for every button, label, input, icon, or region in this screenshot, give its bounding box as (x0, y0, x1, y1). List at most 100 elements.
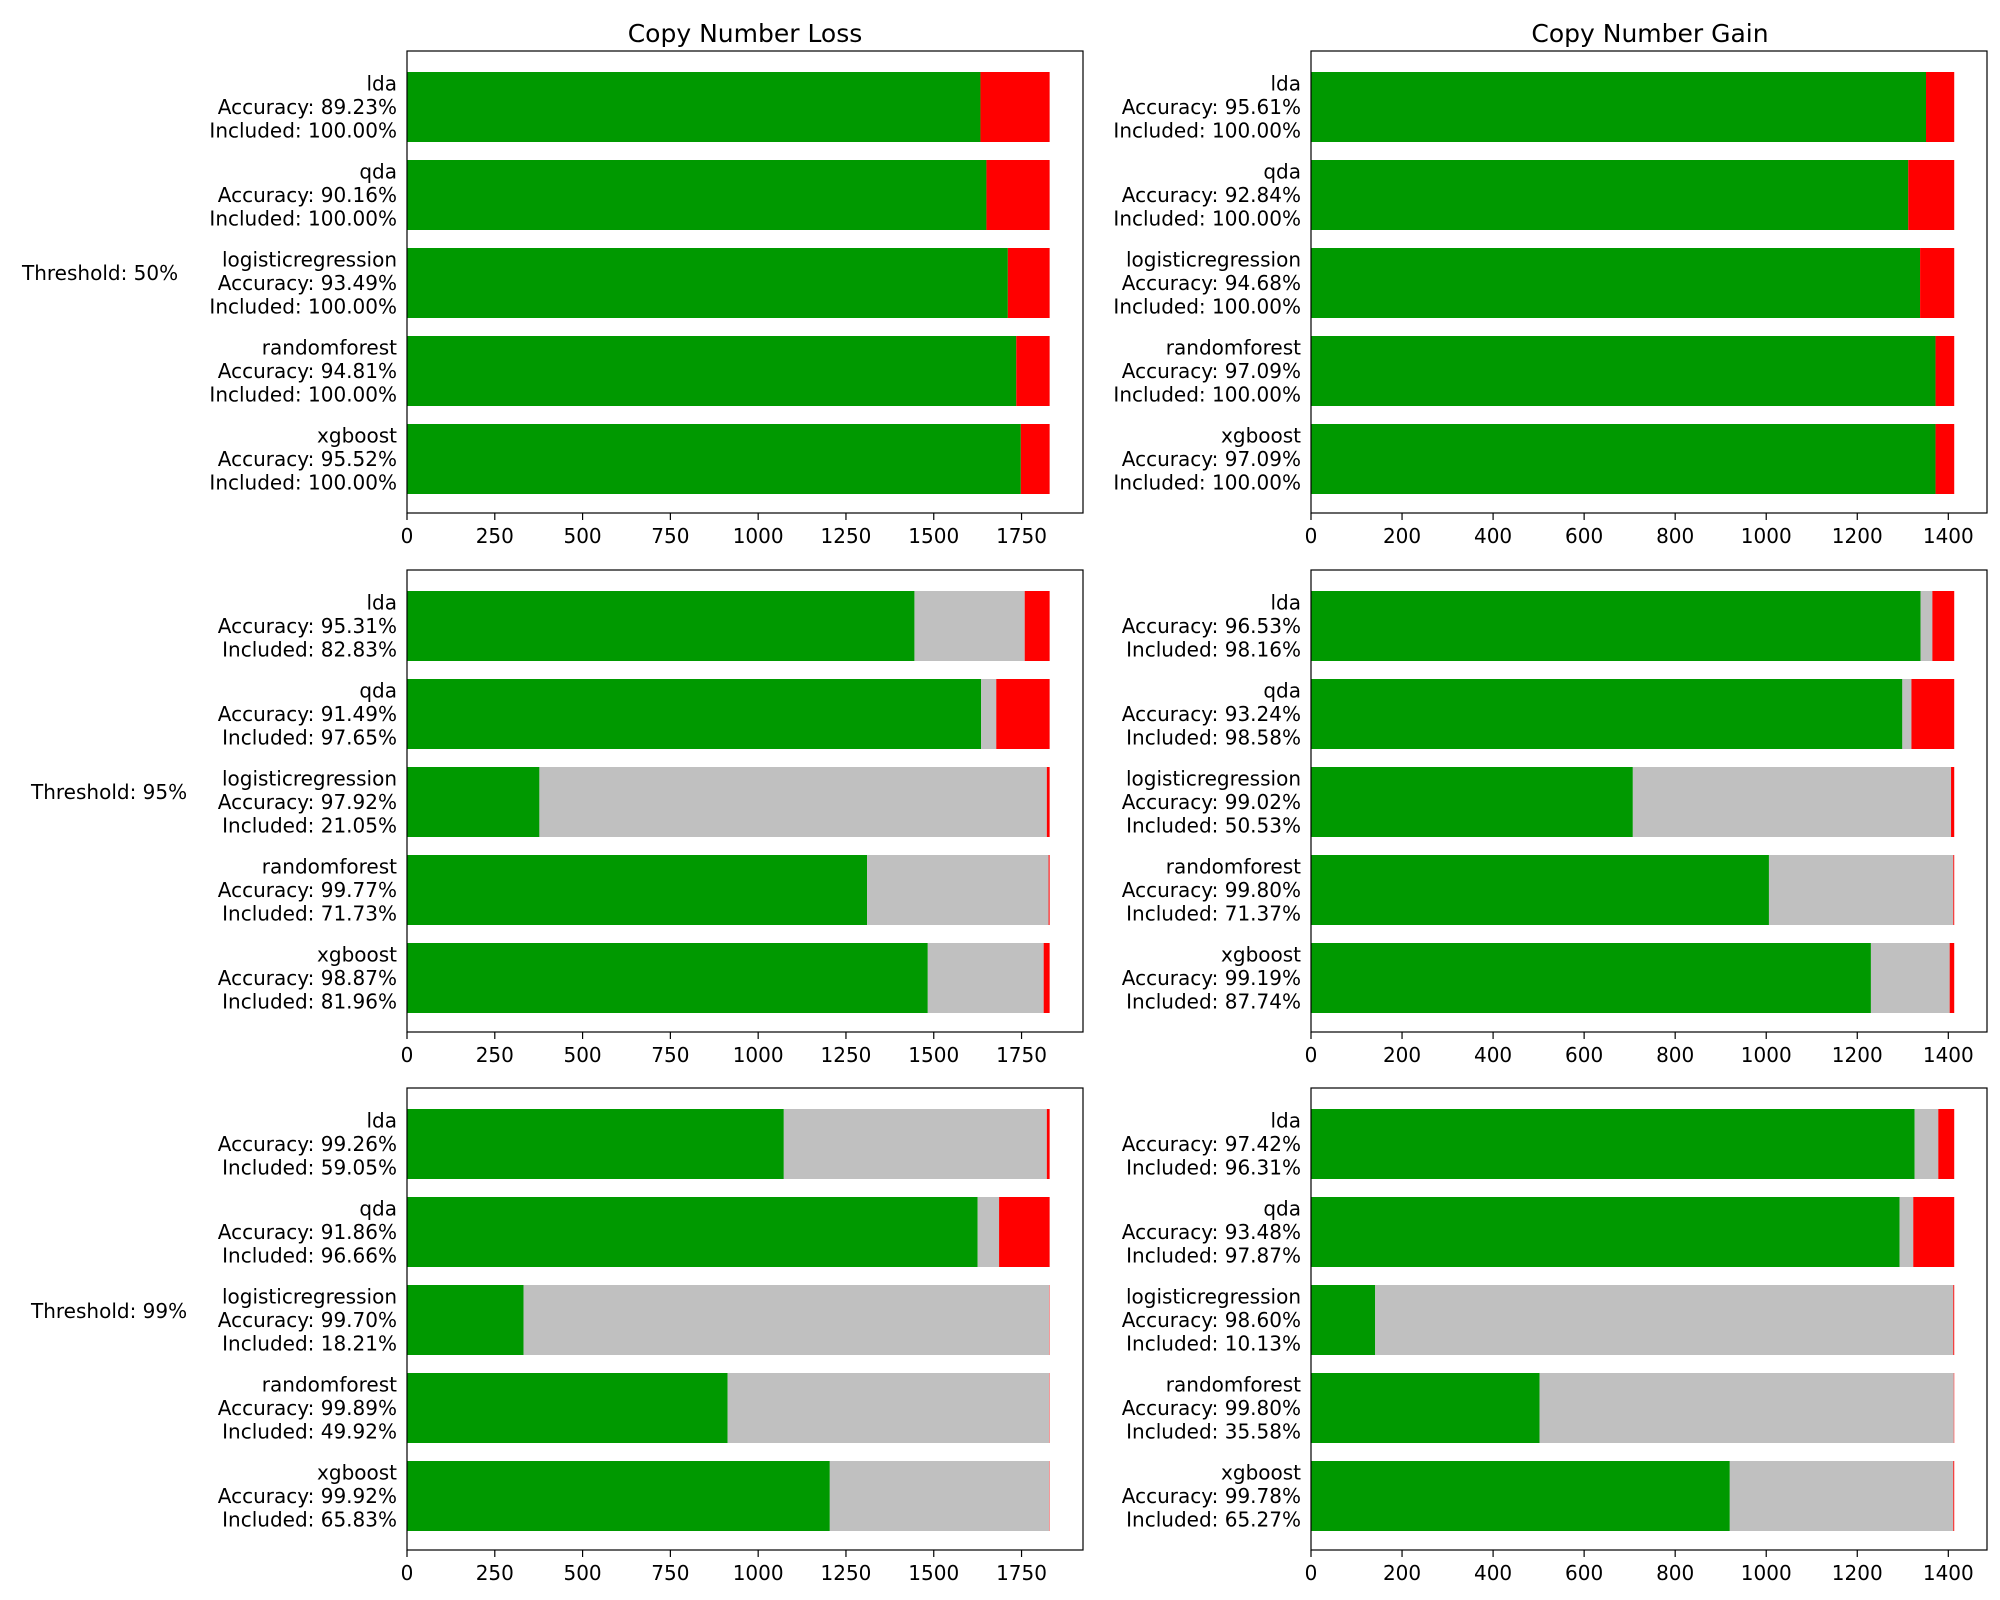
bar-segment-excluded (914, 591, 1025, 661)
bar-segment-incorrect (1935, 336, 1955, 406)
x-tick-label: 0 (401, 1043, 414, 1067)
x-tick-label: 600 (1565, 1561, 1603, 1585)
x-tick-label: 750 (651, 1561, 689, 1585)
bar-segment-excluded (539, 767, 1047, 837)
x-tick-label: 1200 (1832, 1561, 1883, 1585)
category-label: lda (1270, 591, 1301, 615)
bar-segment-correct (1311, 1461, 1730, 1531)
row-label-threshold-95: Threshold: 95% (30, 780, 187, 804)
bar-segment-correct (1311, 767, 1633, 837)
bar-segment-correct (407, 1461, 830, 1531)
x-tick-label: 1200 (1832, 1043, 1883, 1067)
category-label: logisticregression (1126, 1285, 1301, 1309)
accuracy-label: Accuracy: 89.23% (218, 95, 397, 119)
x-tick-label: 1500 (908, 1561, 959, 1585)
bar-segment-correct (1311, 855, 1769, 925)
x-tick-label: 800 (1656, 1043, 1694, 1067)
accuracy-label: Accuracy: 95.52% (218, 447, 397, 471)
included-label: Included: 97.65% (222, 726, 397, 750)
category-label: xgboost (1221, 424, 1301, 448)
bar-segment-excluded (867, 855, 1049, 925)
bar-segment-excluded (1899, 1197, 1914, 1267)
bar-segment-correct (407, 1285, 524, 1355)
x-tick-label: 1000 (733, 1561, 784, 1585)
bar-segment-excluded (1768, 855, 1954, 925)
axes-frame (1310, 50, 1988, 514)
included-label: Included: 65.27% (1126, 1508, 1301, 1532)
bar-segment-incorrect (1938, 1109, 1955, 1179)
bar-segment-correct (407, 248, 1008, 318)
accuracy-label: Accuracy: 99.92% (218, 1484, 397, 1508)
bar-segment-correct (1311, 1373, 1540, 1443)
included-label: Included: 100.00% (209, 207, 397, 231)
accuracy-label: Accuracy: 93.24% (1122, 702, 1301, 726)
x-tick-label: 250 (476, 1561, 514, 1585)
included-label: Included: 81.96% (222, 990, 397, 1014)
bar-segment-correct (1311, 336, 1936, 406)
included-label: Included: 100.00% (209, 471, 397, 495)
bar-segment-excluded (1920, 591, 1933, 661)
included-label: Included: 100.00% (1113, 471, 1301, 495)
accuracy-label: Accuracy: 99.77% (218, 878, 397, 902)
axes-frame (406, 1087, 1084, 1551)
x-tick-label: 1000 (1741, 524, 1792, 548)
bar-segment-correct (407, 591, 915, 661)
bar-segment-correct (1311, 1197, 1900, 1267)
x-tick-label: 400 (1474, 524, 1512, 548)
x-tick-label: 0 (1305, 524, 1318, 548)
accuracy-label: Accuracy: 99.02% (1122, 790, 1301, 814)
bar-segment-correct (407, 336, 1017, 406)
bar-segment-correct (1311, 591, 1921, 661)
bar-segment-correct (407, 943, 928, 1013)
category-label: lda (1270, 72, 1301, 96)
bar-segment-correct (407, 679, 982, 749)
bar-segment-correct (1311, 72, 1926, 142)
bar-segment-incorrect (1024, 591, 1050, 661)
category-label: logisticregression (222, 767, 397, 791)
accuracy-label: Accuracy: 91.49% (218, 702, 397, 726)
accuracy-label: Accuracy: 97.92% (218, 790, 397, 814)
category-label: randomforest (1166, 1373, 1301, 1397)
accuracy-label: Accuracy: 98.87% (218, 966, 397, 990)
accuracy-label: Accuracy: 99.19% (1122, 966, 1301, 990)
bar-segment-incorrect (1908, 160, 1955, 230)
bar-segment-excluded (783, 1109, 1047, 1179)
included-label: Included: 98.16% (1126, 638, 1301, 662)
bar-segment-incorrect (1007, 248, 1050, 318)
bar-segment-excluded (1729, 1461, 1954, 1531)
category-label: randomforest (1166, 336, 1301, 360)
bar-segment-correct (1311, 424, 1936, 494)
category-label: xgboost (317, 1461, 397, 1485)
bar-segment-excluded (1870, 943, 1950, 1013)
x-tick-label: 200 (1383, 524, 1421, 548)
axes-frame (406, 50, 1084, 514)
accuracy-label: Accuracy: 97.42% (1122, 1132, 1301, 1156)
x-tick-label: 750 (651, 524, 689, 548)
category-label: qda (1263, 679, 1301, 703)
x-tick-label: 1250 (821, 1561, 872, 1585)
included-label: Included: 100.00% (1113, 207, 1301, 231)
x-tick-label: 0 (1305, 1561, 1318, 1585)
bar-segment-incorrect (1926, 72, 1955, 142)
bar-segment-excluded (1914, 1109, 1939, 1179)
bar-segment-incorrect (1951, 767, 1955, 837)
included-label: Included: 71.73% (222, 902, 397, 926)
included-label: Included: 21.05% (222, 814, 397, 838)
included-label: Included: 100.00% (209, 295, 397, 319)
x-tick-label: 200 (1383, 1561, 1421, 1585)
accuracy-label: Accuracy: 99.80% (1122, 878, 1301, 902)
category-label: logisticregression (222, 248, 397, 272)
accuracy-label: Accuracy: 99.78% (1122, 1484, 1301, 1508)
bar-segment-incorrect (1048, 855, 1050, 925)
x-tick-label: 0 (401, 1561, 414, 1585)
bar-segment-excluded (1632, 767, 1952, 837)
x-tick-label: 1000 (733, 524, 784, 548)
axes-frame (1310, 569, 1988, 1033)
x-tick-label: 1250 (821, 1043, 872, 1067)
x-tick-label: 800 (1656, 524, 1694, 548)
bar-segment-excluded (523, 1285, 1050, 1355)
x-tick-label: 400 (1474, 1561, 1512, 1585)
x-tick-label: 1400 (1923, 1561, 1974, 1585)
